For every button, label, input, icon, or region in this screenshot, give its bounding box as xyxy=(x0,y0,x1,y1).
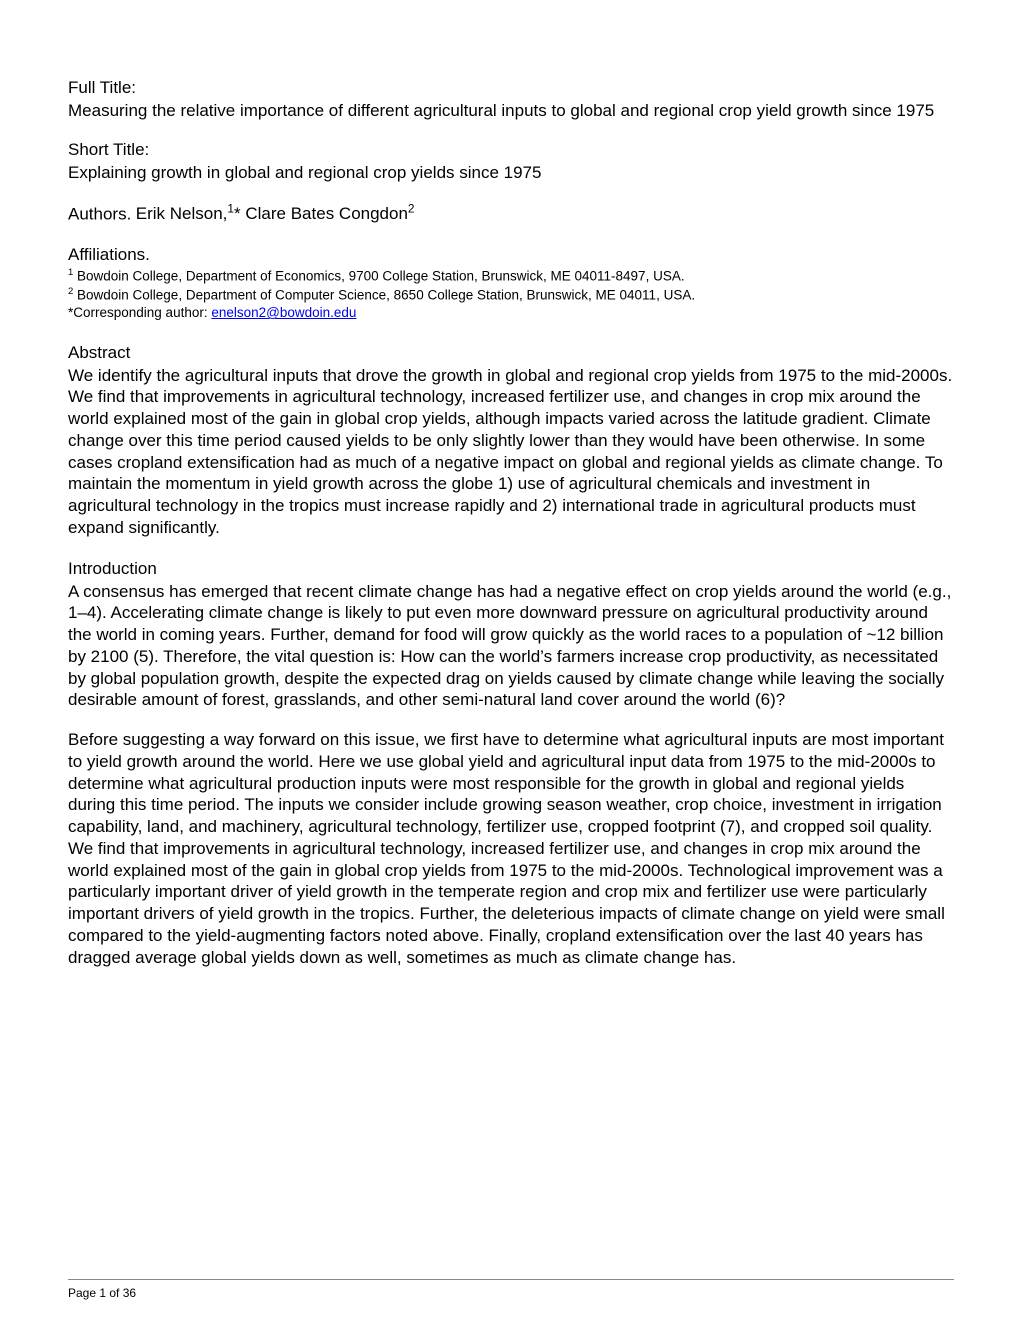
abstract-text: We identify the agricultural inputs that… xyxy=(68,365,954,539)
abstract-label: Abstract xyxy=(68,343,954,363)
affiliation-2: 2 Bowdoin College, Department of Compute… xyxy=(68,286,954,305)
introduction-label: Introduction xyxy=(68,559,954,579)
aff2-text: Bowdoin College, Department of Computer … xyxy=(73,287,695,302)
abstract-block: Abstract We identify the agricultural in… xyxy=(68,343,954,539)
corresponding-email-link[interactable]: enelson2@bowdoin.edu xyxy=(211,305,356,320)
page-content: Full Title: Measuring the relative impor… xyxy=(0,0,1024,968)
corresponding-author: *Corresponding author: enelson2@bowdoin.… xyxy=(68,304,954,322)
full-title-text: Measuring the relative importance of dif… xyxy=(68,100,954,122)
authors-label: Authors. xyxy=(68,204,131,223)
short-title-text: Explaining growth in global and regional… xyxy=(68,162,954,184)
authors-block: Authors. Erik Nelson,1* Clare Bates Cong… xyxy=(68,202,954,225)
footer-rule xyxy=(68,1279,954,1280)
aff1-text: Bowdoin College, Department of Economics… xyxy=(73,268,684,283)
author-2-sup: 2 xyxy=(408,202,415,216)
intro-paragraph-2: Before suggesting a way forward on this … xyxy=(68,729,954,968)
author-2-name: Clare Bates Congdon xyxy=(245,204,408,223)
intro-paragraph-1: A consensus has emerged that recent clim… xyxy=(68,581,954,712)
corr-prefix: *Corresponding author: xyxy=(68,305,211,320)
affiliations-label: Affiliations. xyxy=(68,245,954,265)
introduction-block: Introduction A consensus has emerged tha… xyxy=(68,559,954,969)
authors-line: Erik Nelson,1* Clare Bates Congdon2 xyxy=(136,204,415,223)
full-title-block: Full Title: Measuring the relative impor… xyxy=(68,78,954,122)
full-title-label: Full Title: xyxy=(68,78,954,98)
page-number: Page 1 of 36 xyxy=(68,1286,954,1300)
short-title-block: Short Title: Explaining growth in global… xyxy=(68,140,954,184)
page-footer: Page 1 of 36 xyxy=(68,1279,954,1300)
affiliations-block: Affiliations. 1 Bowdoin College, Departm… xyxy=(68,245,954,323)
short-title-label: Short Title: xyxy=(68,140,954,160)
author-1-star: * xyxy=(234,204,245,223)
author-1-name: Erik Nelson, xyxy=(136,204,228,223)
affiliation-1: 1 Bowdoin College, Department of Economi… xyxy=(68,267,954,286)
